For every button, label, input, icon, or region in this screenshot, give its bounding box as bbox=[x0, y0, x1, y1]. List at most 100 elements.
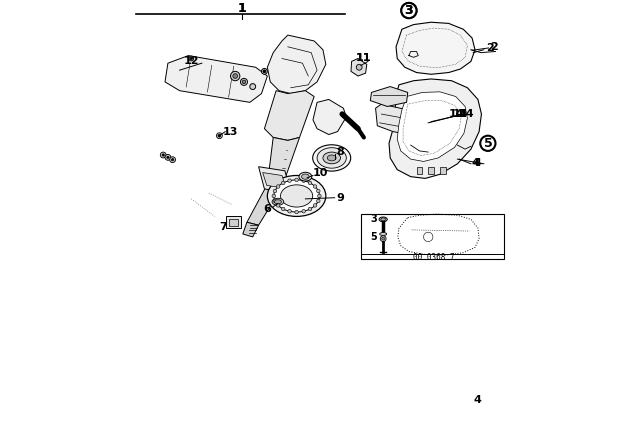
Circle shape bbox=[276, 185, 280, 188]
Ellipse shape bbox=[280, 185, 313, 207]
Circle shape bbox=[273, 199, 276, 202]
Circle shape bbox=[241, 78, 248, 86]
Polygon shape bbox=[371, 86, 408, 107]
Polygon shape bbox=[440, 167, 446, 174]
Circle shape bbox=[216, 133, 222, 138]
Circle shape bbox=[250, 84, 255, 90]
Circle shape bbox=[160, 152, 166, 158]
Ellipse shape bbox=[379, 217, 387, 222]
Circle shape bbox=[230, 71, 240, 81]
Polygon shape bbox=[264, 90, 314, 140]
Circle shape bbox=[233, 74, 237, 78]
Circle shape bbox=[218, 134, 221, 137]
Circle shape bbox=[170, 157, 175, 163]
Polygon shape bbox=[396, 22, 475, 74]
Polygon shape bbox=[227, 216, 241, 228]
Polygon shape bbox=[165, 56, 268, 102]
Text: 11: 11 bbox=[356, 53, 372, 64]
Ellipse shape bbox=[301, 174, 309, 179]
Text: 1: 1 bbox=[237, 2, 246, 15]
Text: 5: 5 bbox=[483, 137, 492, 150]
Circle shape bbox=[295, 210, 298, 214]
Polygon shape bbox=[313, 99, 346, 134]
Circle shape bbox=[282, 181, 285, 185]
Text: 1: 1 bbox=[237, 2, 246, 15]
Circle shape bbox=[302, 210, 305, 213]
Ellipse shape bbox=[274, 180, 319, 212]
Circle shape bbox=[262, 69, 268, 74]
Ellipse shape bbox=[313, 145, 351, 171]
Circle shape bbox=[288, 179, 291, 182]
Circle shape bbox=[165, 155, 171, 160]
Circle shape bbox=[172, 159, 174, 161]
Circle shape bbox=[308, 207, 312, 211]
Circle shape bbox=[308, 181, 312, 185]
Ellipse shape bbox=[381, 218, 385, 221]
Text: 6: 6 bbox=[264, 204, 271, 215]
Ellipse shape bbox=[275, 200, 282, 204]
Polygon shape bbox=[243, 222, 259, 237]
Text: 7: 7 bbox=[220, 222, 227, 232]
Circle shape bbox=[317, 194, 321, 198]
Circle shape bbox=[314, 204, 317, 207]
Circle shape bbox=[317, 199, 320, 202]
Polygon shape bbox=[428, 167, 434, 174]
Circle shape bbox=[263, 70, 266, 73]
Text: 4: 4 bbox=[474, 158, 482, 168]
Circle shape bbox=[302, 179, 305, 182]
Polygon shape bbox=[247, 184, 282, 225]
Ellipse shape bbox=[327, 155, 336, 161]
Text: 14: 14 bbox=[452, 109, 468, 119]
Text: 9: 9 bbox=[337, 193, 344, 202]
Text: 3: 3 bbox=[404, 4, 413, 17]
Polygon shape bbox=[229, 219, 238, 226]
Text: 10: 10 bbox=[312, 168, 328, 177]
Circle shape bbox=[189, 56, 194, 61]
Text: 14: 14 bbox=[449, 109, 464, 119]
Ellipse shape bbox=[323, 152, 340, 164]
Circle shape bbox=[272, 194, 276, 198]
Text: 00 0368 7: 00 0368 7 bbox=[413, 253, 455, 262]
Circle shape bbox=[401, 3, 417, 18]
Circle shape bbox=[317, 189, 320, 193]
Text: 5: 5 bbox=[371, 232, 377, 242]
Circle shape bbox=[190, 57, 193, 60]
Ellipse shape bbox=[272, 198, 284, 205]
Circle shape bbox=[273, 189, 276, 193]
Polygon shape bbox=[268, 138, 300, 187]
Polygon shape bbox=[262, 172, 286, 188]
Ellipse shape bbox=[299, 172, 312, 181]
Circle shape bbox=[282, 207, 285, 211]
Circle shape bbox=[167, 156, 169, 159]
Circle shape bbox=[295, 178, 298, 181]
Circle shape bbox=[356, 65, 362, 70]
Polygon shape bbox=[351, 59, 367, 76]
Text: 14: 14 bbox=[458, 109, 474, 119]
Text: 4: 4 bbox=[471, 158, 479, 168]
Circle shape bbox=[242, 80, 246, 84]
Ellipse shape bbox=[317, 148, 346, 168]
Bar bbox=[361, 214, 504, 259]
Text: 3: 3 bbox=[404, 4, 413, 17]
Polygon shape bbox=[417, 167, 422, 174]
Text: 2: 2 bbox=[490, 42, 498, 52]
Text: 3: 3 bbox=[371, 214, 377, 224]
Circle shape bbox=[381, 237, 385, 240]
Text: 8: 8 bbox=[337, 147, 344, 157]
Circle shape bbox=[288, 210, 291, 213]
Circle shape bbox=[314, 185, 317, 188]
Text: 2: 2 bbox=[486, 43, 493, 53]
Circle shape bbox=[380, 236, 386, 241]
Circle shape bbox=[480, 136, 495, 151]
Ellipse shape bbox=[380, 233, 387, 236]
Text: 4: 4 bbox=[474, 395, 482, 405]
Polygon shape bbox=[259, 167, 291, 193]
Polygon shape bbox=[389, 79, 481, 178]
Circle shape bbox=[276, 204, 280, 207]
Circle shape bbox=[162, 154, 164, 156]
Circle shape bbox=[401, 3, 417, 18]
Polygon shape bbox=[397, 92, 467, 161]
Text: 13: 13 bbox=[223, 127, 238, 137]
Polygon shape bbox=[376, 104, 431, 138]
Polygon shape bbox=[268, 35, 326, 94]
